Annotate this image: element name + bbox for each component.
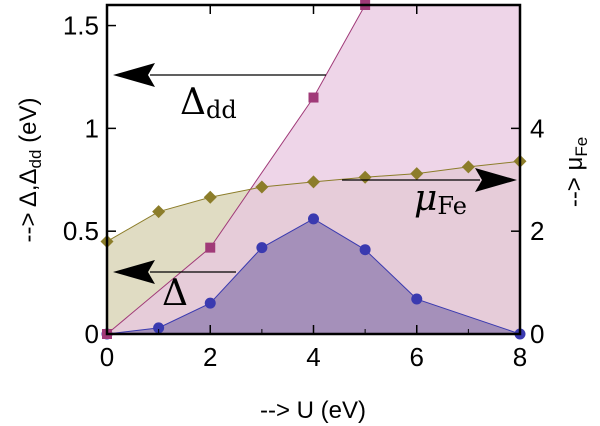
- annotation-arrows: [113, 63, 517, 284]
- x-tick-label-2: 4: [306, 342, 320, 372]
- y-left-tick-label-2: 1: [85, 113, 99, 143]
- series-0-point-5: [359, 244, 371, 256]
- series-2-point-2: [203, 190, 217, 204]
- y-left-tick-label-1: 0.5: [63, 216, 99, 246]
- y-axis-label-right: --> μFe: [561, 137, 591, 207]
- series-0-point-4: [308, 213, 319, 225]
- series-0-point-1: [153, 322, 165, 334]
- series-0-point-3: [256, 242, 268, 254]
- annotation-delta-dd: Δdd: [180, 82, 237, 124]
- x-axis-label: --> U (eV): [260, 397, 366, 424]
- series-2-point-1: [152, 205, 166, 219]
- y-axis-label-left: --> Δ,Δdd (eV): [15, 97, 45, 242]
- series-2-point-6: [410, 167, 424, 181]
- x-tick-label-0: 0: [100, 342, 114, 372]
- annotation-mu-fe: μFe: [414, 178, 467, 220]
- series-1-point-1: [205, 242, 216, 253]
- series-1-point-2: [308, 92, 319, 103]
- delta-dd-arrowhead: [113, 63, 155, 87]
- y-right-tick-label-0: 0: [530, 319, 544, 349]
- x-tick-label-1: 2: [203, 342, 217, 372]
- mu-fe-arrowhead: [475, 168, 517, 192]
- series-2-point-7: [461, 160, 475, 174]
- delta-arrowhead: [113, 260, 155, 284]
- x-tick-label-4: 8: [513, 342, 527, 372]
- y-left-tick-label-0: 0: [85, 319, 99, 349]
- axis-ticks: [106, 5, 521, 335]
- series-2-point-3: [255, 180, 269, 194]
- series-0-point-2: [204, 297, 216, 309]
- series-0-line: [107, 218, 520, 334]
- y-left-tick-label-3: 1.5: [63, 11, 99, 41]
- series-2-point-4: [307, 175, 320, 189]
- x-tick-label-3: 6: [410, 342, 424, 372]
- series-0-point-6: [411, 293, 423, 305]
- series-markers: [100, 0, 527, 340]
- y-right-tick-label-2: 4: [530, 113, 544, 143]
- y-right-tick-label-1: 2: [530, 216, 544, 246]
- annotation-delta: Δ: [162, 273, 188, 314]
